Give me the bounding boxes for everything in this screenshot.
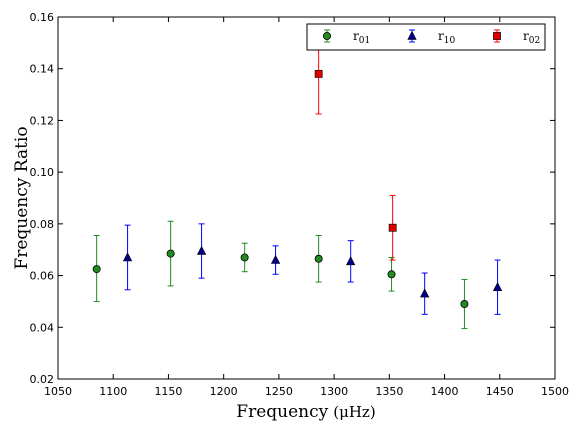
x-axis-title: Frequency (μHz) bbox=[236, 402, 375, 422]
y-axis-title: Frequency Ratio bbox=[12, 126, 32, 269]
data-point bbox=[387, 270, 396, 279]
y-axis-ticks: 0.02 0.04 0.06 0.08 0.10 0.12 0.14 0.16 bbox=[30, 11, 555, 386]
legend-box bbox=[306, 23, 546, 51]
legend-label: r10 bbox=[438, 29, 455, 46]
series-layer bbox=[92, 33, 503, 330]
x-tick-label: 1400 bbox=[431, 385, 459, 398]
x-tick-label: 1200 bbox=[210, 385, 238, 398]
data-point bbox=[270, 254, 281, 264]
y-tick-label: 0.12 bbox=[30, 114, 55, 127]
legend-label-subscript: 01 bbox=[359, 36, 370, 46]
legend-label-name: r bbox=[353, 29, 359, 43]
plot-frame bbox=[57, 16, 556, 380]
data-point bbox=[314, 254, 323, 263]
data-point bbox=[122, 252, 133, 262]
x-axis-title-label: Frequency bbox=[236, 402, 328, 422]
data-point bbox=[240, 253, 249, 262]
series-circle bbox=[92, 220, 469, 330]
legend-marker bbox=[493, 32, 501, 40]
legend-label-name: r bbox=[438, 29, 444, 43]
legend-marker bbox=[407, 30, 417, 40]
legend-label-subscript: 02 bbox=[529, 36, 540, 46]
data-point bbox=[492, 281, 503, 291]
series-triangle bbox=[122, 223, 503, 315]
y-tick-label: 0.10 bbox=[30, 166, 55, 179]
x-tick-label: 1500 bbox=[541, 385, 569, 398]
legend-label: r02 bbox=[523, 29, 540, 46]
y-tick-label: 0.14 bbox=[30, 63, 55, 76]
legend-marker bbox=[322, 32, 331, 41]
x-tick-label: 1250 bbox=[265, 385, 293, 398]
y-tick-label: 0.16 bbox=[30, 11, 55, 24]
data-point bbox=[420, 288, 430, 298]
x-tick-label: 1050 bbox=[44, 385, 72, 398]
x-tick-label: 1350 bbox=[375, 385, 403, 398]
x-tick-label: 1150 bbox=[154, 385, 182, 398]
x-tick-label: 1100 bbox=[99, 385, 127, 398]
x-axis-ticks: 1050 1100 1150 1200 1250 1300 1350 1400 1450 1500 bbox=[44, 17, 569, 398]
legend-label-name: r bbox=[523, 29, 529, 43]
x-axis-title-unit: (μHz) bbox=[333, 403, 375, 421]
y-tick-label: 0.02 bbox=[30, 373, 55, 386]
data-point bbox=[388, 223, 397, 232]
legend-label-subscript: 10 bbox=[444, 36, 456, 46]
data-point bbox=[92, 265, 101, 274]
data-point bbox=[346, 256, 356, 266]
data-point bbox=[196, 245, 207, 255]
data-point bbox=[460, 300, 469, 309]
legend: r01 r10 r02 bbox=[306, 23, 546, 51]
x-tick-label: 1450 bbox=[486, 385, 514, 398]
y-tick-label: 0.08 bbox=[30, 218, 55, 231]
x-tick-label: 1300 bbox=[320, 385, 348, 398]
legend-label: r01 bbox=[353, 29, 370, 46]
y-tick-label: 0.04 bbox=[30, 321, 55, 334]
data-point bbox=[314, 69, 323, 78]
y-tick-label: 0.06 bbox=[30, 270, 55, 283]
data-point bbox=[166, 249, 175, 258]
